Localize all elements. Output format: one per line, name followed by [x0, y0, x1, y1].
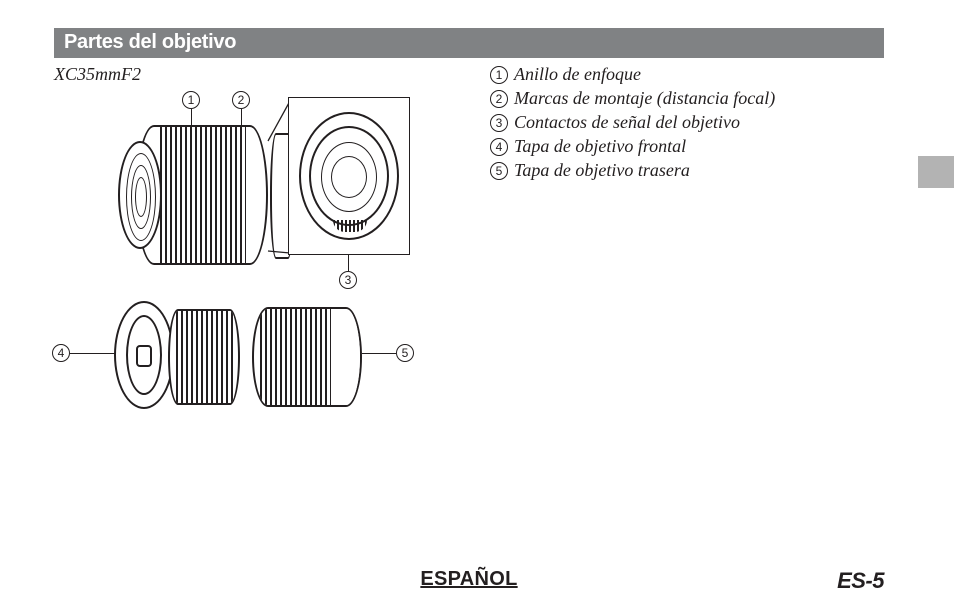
- callout-2: 2: [232, 91, 250, 109]
- footer-language: ESPAÑOL: [420, 568, 517, 591]
- content-columns: XC35mmF2 1 2: [54, 64, 884, 431]
- leader-5: [362, 353, 396, 354]
- page-edge-tab: [918, 156, 954, 188]
- legend-num-3: 3: [490, 114, 508, 132]
- legend-row-1: 1 Anillo de enfoque: [490, 64, 884, 85]
- lens-illustration: [118, 119, 286, 269]
- callout-4-num: 4: [58, 346, 65, 360]
- callout-3-num: 3: [345, 273, 352, 287]
- rear-cap-illustration: [252, 307, 362, 407]
- legend-num-4: 4: [490, 138, 508, 156]
- callout-1-num: 1: [188, 93, 195, 107]
- model-label: XC35mmF2: [54, 64, 490, 85]
- lens-diagram: 1 2: [54, 91, 474, 431]
- callout-2-num: 2: [238, 93, 245, 107]
- right-column: 1 Anillo de enfoque 2 Marcas de montaje …: [490, 64, 884, 431]
- rear-mount-detail: [288, 97, 410, 255]
- leader-4: [70, 353, 116, 354]
- legend-num-5: 5: [490, 162, 508, 180]
- legend-text-3: Contactos de señal del objetivo: [514, 112, 740, 133]
- left-column: XC35mmF2 1 2: [54, 64, 490, 431]
- callout-5: 5: [396, 344, 414, 362]
- front-cap-side: [168, 309, 240, 405]
- legend-row-4: 4 Tapa de objetivo frontal: [490, 136, 884, 157]
- callout-4: 4: [52, 344, 70, 362]
- legend-text-4: Tapa de objetivo frontal: [514, 136, 686, 157]
- callout-1: 1: [182, 91, 200, 109]
- legend-row-5: 5 Tapa de objetivo trasera: [490, 160, 884, 181]
- legend-text-1: Anillo de enfoque: [514, 64, 641, 85]
- legend-row-3: 3 Contactos de señal del objetivo: [490, 112, 884, 133]
- footer-page-number: ES-5: [837, 568, 884, 594]
- legend-text-5: Tapa de objetivo trasera: [514, 160, 690, 181]
- callout-5-num: 5: [402, 346, 409, 360]
- page-footer: ESPAÑOL ES-5: [54, 568, 884, 594]
- section-heading-bar: Partes del objetivo: [54, 28, 884, 58]
- legend-text-2: Marcas de montaje (distancia focal): [514, 88, 775, 109]
- legend-row-2: 2 Marcas de montaje (distancia focal): [490, 88, 884, 109]
- front-cap-illustration: [114, 301, 176, 409]
- legend-num-1: 1: [490, 66, 508, 84]
- callout-3: 3: [339, 271, 357, 289]
- section-title: Partes del objetivo: [64, 31, 236, 53]
- legend-num-2: 2: [490, 90, 508, 108]
- leader-3: [348, 255, 349, 271]
